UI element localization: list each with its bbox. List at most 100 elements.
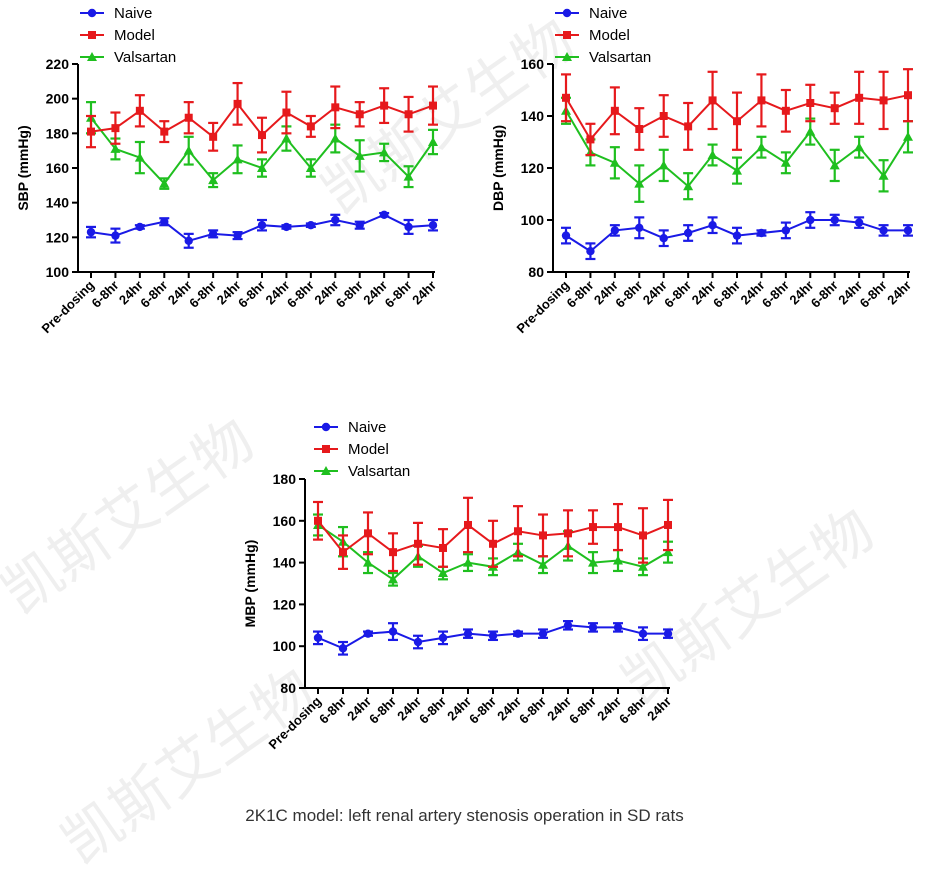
data-point bbox=[339, 548, 347, 557]
x-tick-label: 6-8hr bbox=[710, 278, 743, 311]
y-axis-label: MBP (mmHg) bbox=[242, 540, 258, 628]
legend-label: Model bbox=[348, 441, 389, 458]
data-point bbox=[613, 555, 623, 565]
x-tick-label: 24hr bbox=[884, 278, 914, 308]
series-valsartan bbox=[561, 96, 913, 203]
x-tick-label: 6-8hr bbox=[235, 278, 268, 311]
legend-label: Naive bbox=[114, 5, 152, 22]
data-point bbox=[562, 93, 570, 102]
data-point bbox=[904, 91, 912, 100]
data-point bbox=[588, 623, 598, 632]
x-tick-label: 6-8hr bbox=[466, 694, 499, 727]
legend-label: Valsartan bbox=[114, 49, 176, 66]
x-tick-label: 6-8hr bbox=[333, 278, 366, 311]
data-point bbox=[364, 529, 372, 538]
x-tick-label: 6-8hr bbox=[563, 278, 596, 311]
data-point bbox=[413, 637, 423, 647]
data-point bbox=[159, 178, 170, 188]
bp-figure: 100 120 140 160 180 200 220 SBP (mmHg) Pre-dosin… bbox=[15, 5, 914, 752]
data-point bbox=[111, 231, 120, 240]
legend-marker bbox=[87, 8, 97, 18]
data-point bbox=[634, 178, 645, 188]
data-point bbox=[331, 103, 340, 112]
data-point bbox=[538, 559, 548, 569]
data-point bbox=[135, 222, 145, 232]
y-tick-label: 160 bbox=[273, 513, 297, 529]
data-point bbox=[281, 133, 292, 143]
data-point bbox=[208, 175, 219, 185]
data-point bbox=[806, 215, 815, 225]
x-tick-label: 6-8hr bbox=[284, 278, 317, 311]
data-point bbox=[878, 170, 889, 180]
legend-label: Model bbox=[589, 27, 630, 44]
legend-marker bbox=[562, 8, 572, 18]
legend-marker bbox=[321, 422, 331, 432]
x-tick-label: 6-8hr bbox=[661, 278, 694, 311]
data-point bbox=[355, 110, 364, 119]
data-point bbox=[429, 101, 437, 110]
legend-marker bbox=[321, 466, 331, 475]
x-tick-label: 6-8hr bbox=[808, 278, 841, 311]
data-point bbox=[463, 629, 473, 638]
y-tick-label: 180 bbox=[273, 471, 297, 487]
x-tick-label: 6-8hr bbox=[857, 278, 890, 311]
data-point bbox=[389, 548, 397, 557]
y-tick-label: 180 bbox=[46, 125, 70, 141]
data-point bbox=[659, 112, 668, 120]
y-tick-label: 100 bbox=[521, 212, 545, 228]
data-point bbox=[538, 629, 548, 638]
data-point bbox=[258, 131, 266, 140]
data-point bbox=[635, 223, 644, 232]
data-point bbox=[707, 150, 718, 159]
data-point bbox=[513, 629, 523, 638]
data-point bbox=[563, 621, 573, 630]
legend: Naive Model Valsartan bbox=[555, 5, 651, 66]
data-point bbox=[306, 122, 315, 131]
panel-sbp: 100 120 140 160 180 200 220 SBP (mmHg) Pre-dosin… bbox=[15, 5, 439, 336]
data-point bbox=[879, 96, 888, 105]
data-point bbox=[855, 93, 864, 102]
data-point bbox=[663, 547, 673, 557]
data-point bbox=[379, 210, 389, 219]
data-point bbox=[708, 96, 717, 105]
x-tick-label: 6-8hr bbox=[137, 278, 170, 311]
y-tick-label: 140 bbox=[46, 195, 70, 211]
data-point bbox=[664, 520, 672, 529]
x-tick-label: 24hr bbox=[409, 278, 439, 308]
x-tick-label: 6-8hr bbox=[416, 694, 449, 727]
data-point bbox=[363, 557, 373, 567]
data-point bbox=[282, 108, 291, 117]
data-point bbox=[539, 531, 547, 540]
data-point bbox=[683, 228, 693, 238]
data-point bbox=[609, 157, 620, 167]
data-point bbox=[438, 633, 448, 643]
data-point bbox=[806, 99, 815, 107]
data-point bbox=[305, 163, 316, 172]
x-tick-label: 6-8hr bbox=[316, 694, 349, 727]
series-model bbox=[561, 68, 913, 157]
data-point bbox=[854, 142, 865, 152]
data-point bbox=[183, 145, 194, 155]
x-tick-label: Pre-dosing bbox=[38, 277, 97, 336]
data-point bbox=[638, 629, 648, 638]
data-point bbox=[514, 527, 522, 536]
x-tick-label: 6-8hr bbox=[382, 278, 415, 311]
data-point bbox=[160, 217, 169, 226]
data-point bbox=[380, 101, 389, 110]
data-point bbox=[438, 568, 448, 578]
data-point bbox=[757, 96, 766, 105]
data-point bbox=[639, 531, 647, 540]
series-model bbox=[86, 81, 438, 154]
y-tick-label: 120 bbox=[521, 160, 545, 176]
data-point bbox=[586, 135, 595, 144]
data-point bbox=[257, 163, 267, 172]
data-point bbox=[781, 226, 791, 235]
data-point bbox=[659, 234, 668, 243]
x-tick-label: 6-8hr bbox=[516, 694, 549, 727]
y-tick-label: 120 bbox=[46, 229, 70, 245]
x-tick-label: 6-8hr bbox=[616, 694, 649, 727]
data-point bbox=[638, 561, 648, 571]
legend-label: Valsartan bbox=[589, 49, 651, 66]
data-point bbox=[313, 633, 323, 643]
data-point bbox=[588, 557, 598, 567]
